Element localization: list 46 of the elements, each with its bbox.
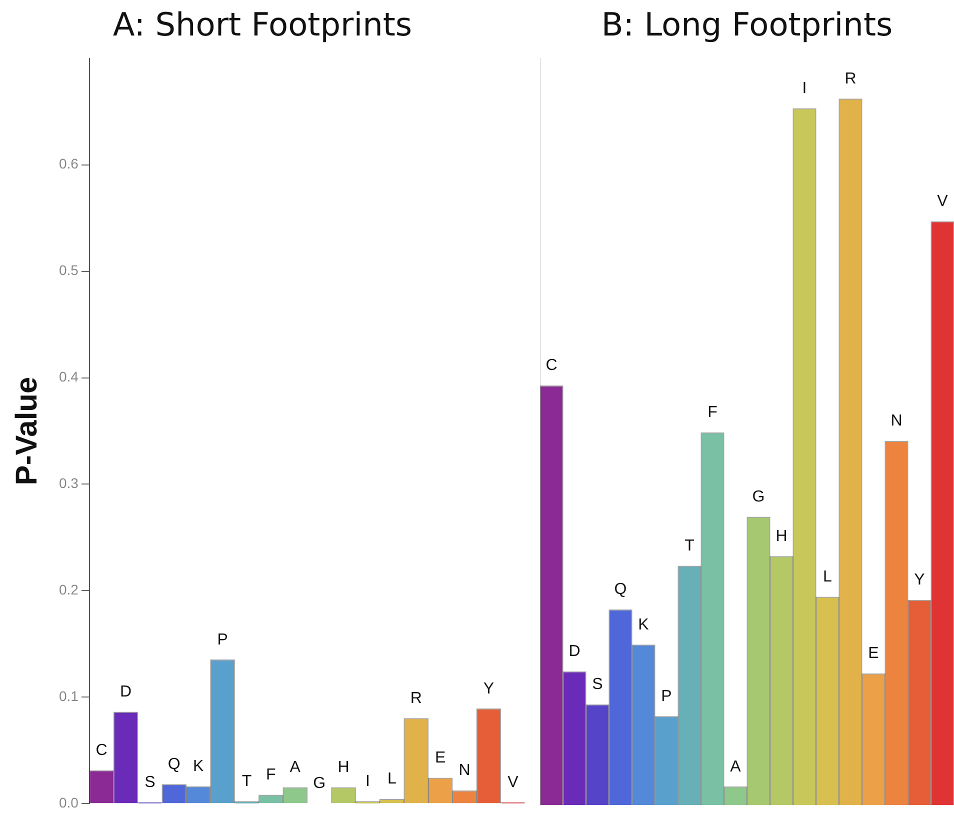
x-tick-label: Q — [168, 756, 180, 773]
chart-title: B: Long Footprints — [601, 6, 893, 44]
x-tick-label: A — [730, 758, 742, 776]
y-axis-title: P-Value — [10, 376, 44, 486]
x-tick-label: T — [684, 537, 695, 554]
x-tick-label: E — [868, 645, 879, 662]
x-tick-label: I — [802, 80, 807, 97]
x-tick-label: R — [844, 70, 856, 88]
x-tick-label: E — [434, 749, 446, 766]
y-tick-label: 0.4 — [58, 368, 79, 385]
y-tick-label: 0.0 — [58, 794, 79, 810]
y-tick-label: 0.1 — [58, 688, 79, 704]
chart-title: A: Short Footprints — [112, 6, 412, 44]
x-tick-label: G — [313, 775, 326, 792]
x-tick-label: F — [266, 766, 276, 784]
x-tick-label: L — [823, 568, 832, 586]
x-tick-label: P — [661, 688, 672, 705]
x-tick-label: H — [776, 528, 788, 545]
x-tick-label: H — [338, 759, 350, 776]
x-tick-label: C — [96, 742, 108, 760]
x-tick-label: D — [120, 683, 132, 700]
x-tick-label: Y — [483, 680, 494, 698]
x-tick-label: V — [508, 774, 519, 791]
x-tick-label: T — [242, 772, 252, 790]
x-tick-label: P — [217, 631, 228, 648]
y-tick-label: 0.3 — [58, 475, 79, 492]
y-tick-label: 0.6 — [58, 156, 79, 172]
x-tick-label: K — [638, 616, 650, 634]
x-tick-label: R — [410, 690, 422, 707]
x-tick-label: S — [592, 676, 603, 694]
y-tick-label: 0.5 — [58, 262, 79, 278]
x-tick-label: Q — [614, 581, 627, 598]
x-tick-label: L — [387, 770, 396, 788]
x-tick-label: A — [290, 759, 301, 776]
x-tick-label: Y — [914, 572, 926, 589]
x-tick-label: V — [937, 192, 948, 210]
x-tick-label: F — [708, 404, 718, 422]
x-tick-label: D — [568, 643, 580, 660]
x-tick-label: C — [546, 357, 558, 374]
y-tick-label: 0.2 — [58, 582, 79, 598]
x-tick-label: N — [458, 762, 470, 780]
x-tick-label: N — [890, 412, 902, 430]
x-tick-label: K — [193, 758, 204, 775]
x-tick-label: S — [144, 774, 156, 791]
x-tick-label: G — [752, 488, 765, 506]
x-tick-label: I — [365, 772, 370, 790]
